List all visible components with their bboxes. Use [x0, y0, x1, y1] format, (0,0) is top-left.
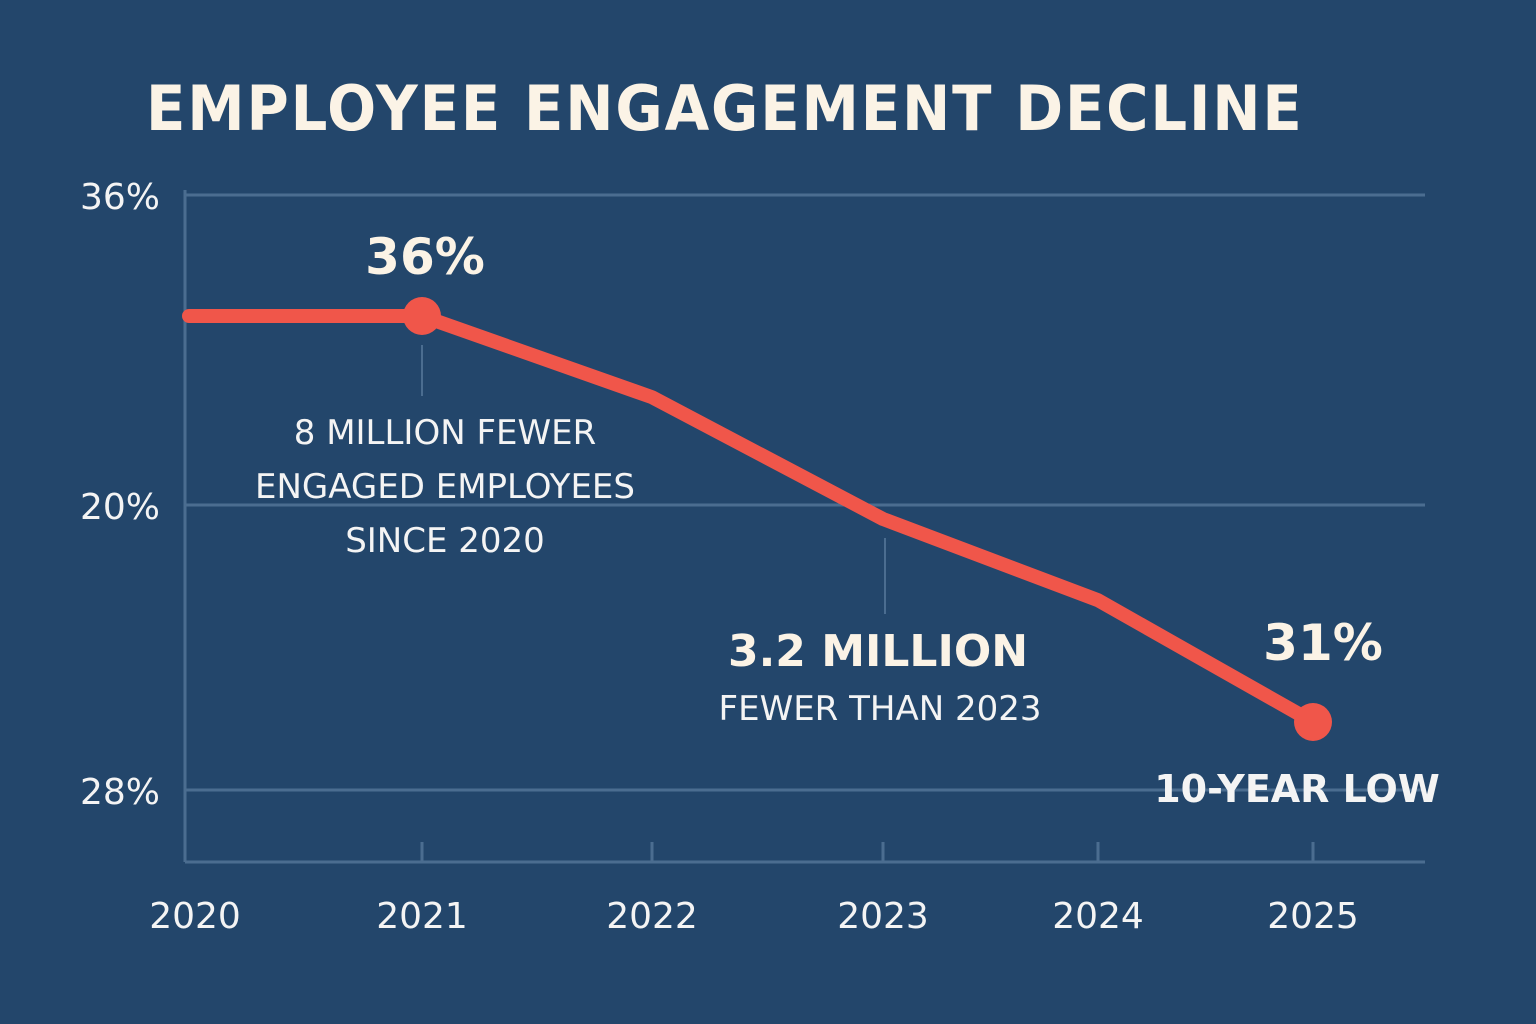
data-markers — [403, 297, 1332, 741]
x-axis-ticks: 2020 2021 2022 2023 2024 2025 — [149, 842, 1359, 937]
y-tick-label: 20% — [80, 487, 160, 528]
x-tick-label: 2023 — [837, 896, 929, 937]
peak-value-label: 36% — [365, 228, 485, 286]
series-line — [182, 309, 1320, 729]
gridlines — [185, 193, 1425, 792]
low-value-label: 31% — [1263, 614, 1383, 672]
y-tick-label: 36% — [80, 177, 160, 218]
data-point-marker — [403, 297, 441, 335]
data-point-marker — [1294, 703, 1332, 741]
y-tick-label: 28% — [80, 772, 160, 813]
y-axis-ticks: 36% 20% 28% — [80, 177, 160, 813]
since-2020-annotation: ENGAGED EMPLOYEES — [255, 467, 635, 507]
series-lines — [182, 309, 1320, 729]
axes — [183, 190, 1425, 864]
since-2020-annotation: 8 MILLION FEWER — [294, 413, 596, 453]
change-2023-headline: 3.2 MILLION — [728, 626, 1028, 677]
change-2023-subtext: FEWER THAN 2023 — [719, 689, 1042, 729]
annotations: 36% 8 MILLION FEWER ENGAGED EMPLOYEES SINCE… — [255, 228, 1440, 811]
chart-title: EMPLOYEE ENGAGEMENT DECLINE — [146, 72, 1304, 145]
annotation-connectors — [421, 345, 886, 614]
x-tick-label: 2022 — [606, 896, 698, 937]
x-tick-label: 2024 — [1052, 896, 1144, 937]
since-2020-annotation: SINCE 2020 — [345, 521, 545, 561]
ten-year-low-note: 10-YEAR LOW — [1154, 767, 1440, 811]
x-tick-label: 2025 — [1267, 896, 1359, 937]
x-tick-label: 2021 — [376, 896, 468, 937]
x-tick-label: 2020 — [149, 896, 241, 937]
